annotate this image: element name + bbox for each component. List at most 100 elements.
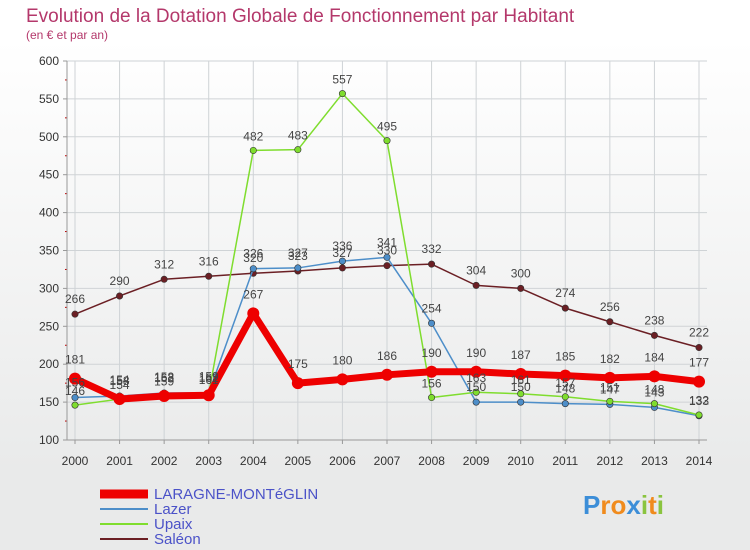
chart-subtitle: (en € et par an) — [26, 28, 108, 42]
data-label-upaix: 148 — [644, 383, 664, 397]
data-label-laragne-mont-glin: 187 — [511, 348, 531, 362]
x-tick-label: 2000 — [62, 454, 89, 468]
data-label-laragne-mont-glin: 190 — [422, 346, 442, 360]
x-tick-label: 2009 — [463, 454, 490, 468]
data-label-sal-on: 330 — [377, 244, 397, 258]
legend-label: Saléon — [154, 531, 201, 548]
data-label-laragne-mont-glin: 175 — [288, 357, 308, 371]
data-label-laragne-mont-glin: 184 — [644, 350, 664, 364]
data-label-upaix: 133 — [689, 394, 709, 408]
x-tick-label: 2003 — [195, 454, 222, 468]
data-label-upaix: 151 — [600, 380, 620, 394]
data-point-lazer — [294, 264, 302, 272]
data-point-sal-on — [650, 331, 658, 339]
x-tick-label: 2002 — [151, 454, 178, 468]
data-label-laragne-mont-glin: 180 — [332, 353, 352, 367]
data-point-lazer — [517, 398, 525, 406]
data-point-upaix — [561, 393, 569, 401]
y-tick-label: 550 — [39, 92, 59, 106]
data-label-laragne-mont-glin: 182 — [600, 352, 620, 366]
data-point-laragne-mont-glin — [603, 371, 616, 384]
data-point-sal-on — [428, 260, 436, 268]
data-label-sal-on: 222 — [689, 326, 709, 340]
data-label-sal-on: 316 — [199, 254, 219, 268]
data-point-lazer — [561, 400, 569, 408]
logo-letter: r — [600, 490, 610, 520]
data-point-laragne-mont-glin — [336, 373, 349, 386]
data-point-lazer — [472, 398, 480, 406]
data-label-upaix: 146 — [65, 384, 85, 398]
data-label-sal-on: 266 — [65, 292, 85, 306]
data-label-lazer: 162 — [154, 371, 174, 385]
data-point-laragne-mont-glin — [425, 365, 438, 378]
data-label-lazer: 162 — [199, 371, 219, 385]
data-point-laragne-mont-glin — [514, 368, 527, 381]
logo-letter: i — [657, 490, 664, 520]
data-point-upaix — [249, 146, 257, 154]
series-layer — [69, 90, 705, 420]
data-label-upaix: 482 — [243, 129, 263, 143]
data-point-laragne-mont-glin — [381, 368, 393, 381]
legend-label: Lazer — [154, 501, 192, 518]
data-label-lazer: 341 — [377, 235, 397, 249]
data-label-laragne-mont-glin: 154 — [110, 373, 130, 387]
data-label-lazer: 326 — [243, 247, 263, 261]
data-label-upaix: 157 — [555, 376, 575, 390]
data-label-lazer: 150 — [511, 380, 531, 394]
data-point-upaix — [71, 401, 79, 409]
data-label-sal-on: 327 — [332, 246, 352, 260]
x-tick-label: 2010 — [507, 454, 534, 468]
data-point-sal-on — [71, 310, 79, 318]
data-label-sal-on: 304 — [466, 263, 486, 277]
data-point-upaix — [428, 394, 436, 402]
data-point-laragne-mont-glin — [648, 370, 661, 383]
chart-title: Evolution de la Dotation Globale de Fonc… — [26, 6, 575, 27]
data-label-laragne-mont-glin: 186 — [377, 349, 397, 363]
data-label-upaix: 161 — [511, 373, 531, 387]
data-point-upaix — [338, 90, 346, 98]
data-label-sal-on: 256 — [600, 300, 620, 314]
data-point-lazer — [428, 319, 436, 327]
data-label-upaix: 159 — [154, 374, 174, 388]
y-tick-label: 450 — [39, 168, 59, 182]
data-point-lazer — [71, 394, 79, 402]
data-point-laragne-mont-glin — [291, 377, 304, 390]
data-label-laragne-mont-glin: 267 — [243, 287, 263, 301]
data-label-lazer: 147 — [600, 382, 620, 396]
data-point-lazer — [338, 257, 346, 265]
x-tick-label: 2001 — [106, 454, 133, 468]
data-point-upaix — [294, 146, 302, 154]
data-label-upaix: 156 — [422, 377, 442, 391]
data-label-sal-on: 323 — [288, 249, 308, 263]
data-point-laragne-mont-glin — [69, 372, 81, 385]
data-point-laragne-mont-glin — [202, 389, 215, 402]
data-point-laragne-mont-glin — [113, 393, 126, 406]
data-point-upaix — [383, 137, 391, 145]
data-point-upaix — [472, 388, 480, 396]
logo-letter: o — [610, 490, 626, 520]
data-label-lazer: 143 — [644, 385, 664, 399]
x-tick-label: 2012 — [597, 454, 624, 468]
data-point-lazer — [249, 265, 257, 273]
y-tick-label: 100 — [39, 433, 59, 447]
data-point-sal-on — [160, 275, 168, 283]
data-point-upaix — [650, 400, 658, 408]
data-point-laragne-mont-glin — [158, 390, 171, 403]
x-tick-label: 2006 — [329, 454, 356, 468]
x-tick-label: 2007 — [374, 454, 401, 468]
data-label-upaix: 495 — [377, 120, 397, 134]
y-tick-label: 200 — [39, 357, 59, 371]
data-label-upaix: 557 — [332, 73, 352, 87]
data-label-laragne-mont-glin: 190 — [466, 346, 486, 360]
data-label-lazer: 150 — [466, 380, 486, 394]
legend-label: Upaix — [154, 516, 193, 533]
data-label-upaix: 483 — [288, 129, 308, 143]
x-tick-label: 2013 — [641, 454, 668, 468]
data-label-upaix: 163 — [466, 371, 486, 385]
data-label-lazer: 158 — [110, 374, 130, 388]
data-label-sal-on: 320 — [243, 251, 263, 265]
data-label-lazer: 148 — [555, 382, 575, 396]
data-point-sal-on — [606, 318, 614, 326]
